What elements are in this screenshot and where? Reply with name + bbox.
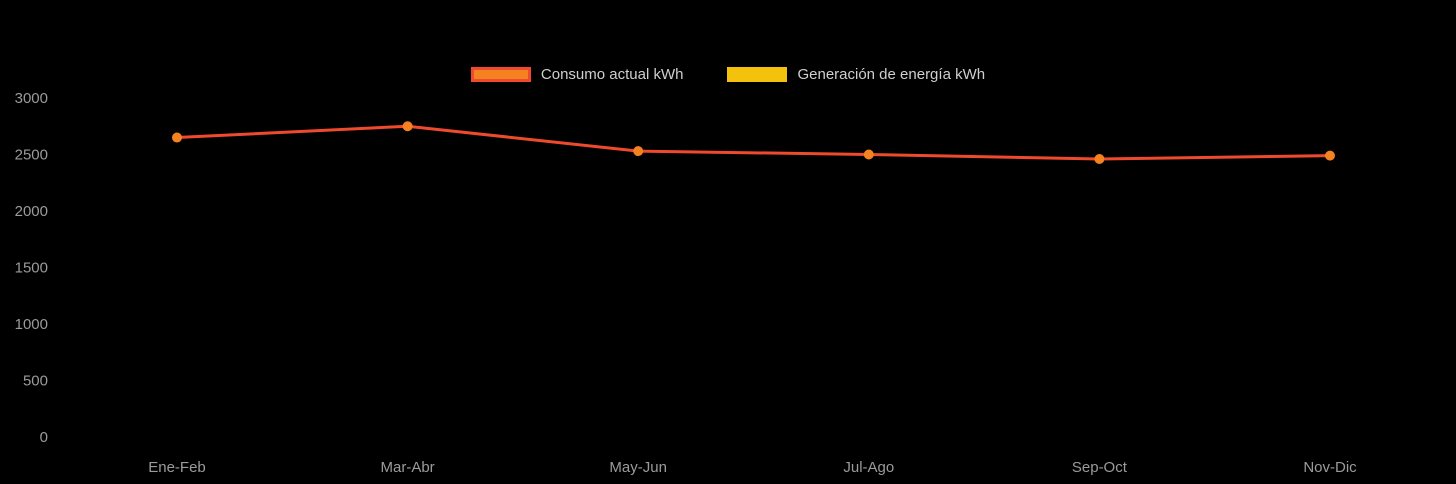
y-axis-tick-label: 0 — [40, 429, 48, 446]
legend-swatch-consumo — [470, 67, 531, 82]
y-axis-tick-label: 1500 — [15, 260, 48, 277]
y-axis-tick-label: 500 — [23, 373, 48, 390]
data-point[interactable] — [1325, 150, 1335, 161]
data-point[interactable] — [633, 146, 644, 157]
x-axis-tick-label: Ene-Feb — [148, 459, 206, 476]
x-axis-tick-label: Jul-Ago — [843, 459, 894, 476]
x-axis-tick-label: Sep-Oct — [1072, 459, 1128, 476]
x-axis-tick-label: May-Jun — [609, 459, 667, 476]
y-axis-tick-label: 2000 — [15, 203, 48, 220]
y-axis-tick-label: 3000 — [15, 90, 48, 107]
legend-swatch-generacion — [727, 67, 788, 82]
data-point[interactable] — [172, 132, 182, 143]
x-axis-tick-label: Nov-Dic — [1303, 459, 1357, 476]
x-axis-tick-label: Mar-Abr — [381, 459, 435, 476]
y-axis-tick-label: 1000 — [15, 316, 48, 333]
y-axis-tick-label: 2500 — [15, 147, 48, 164]
legend-label-generacion: Generación de energía kWh — [797, 66, 986, 83]
legend-label-consumo: Consumo actual kWh — [540, 66, 684, 83]
chart-legend: Consumo actual kWh Generación de energía… — [0, 66, 1456, 83]
data-point[interactable] — [402, 121, 413, 132]
legend-item-generacion[interactable]: Generación de energía kWh — [727, 66, 985, 83]
data-point[interactable] — [1094, 154, 1105, 165]
series-line-0 — [176, 124, 1331, 161]
legend-item-consumo[interactable]: Consumo actual kWh — [470, 66, 684, 83]
data-point[interactable] — [863, 149, 874, 160]
